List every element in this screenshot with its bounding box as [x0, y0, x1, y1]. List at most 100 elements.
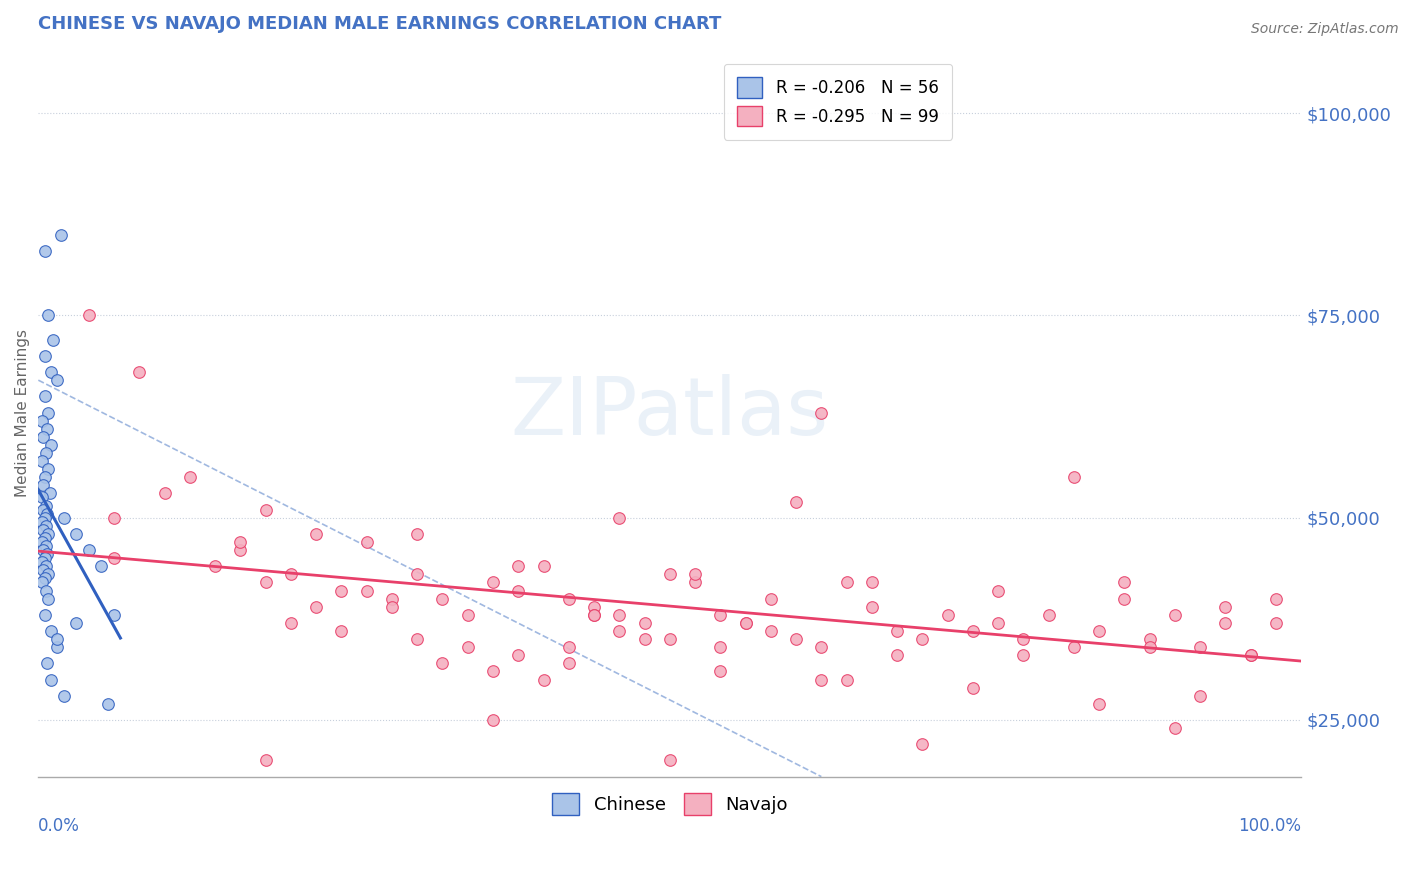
- Point: [37, 462, 59, 476]
- Point: [32, 543, 55, 558]
- Point: [305, 527, 328, 541]
- Point: [280, 615, 302, 630]
- Text: 100.0%: 100.0%: [1239, 817, 1302, 835]
- Point: [31, 575, 53, 590]
- Point: [254, 754, 277, 768]
- Point: [31, 555, 53, 569]
- Point: [457, 607, 479, 622]
- Point: [1088, 624, 1111, 638]
- Point: [52, 689, 75, 703]
- Point: [936, 607, 959, 622]
- Point: [810, 405, 832, 419]
- Point: [52, 510, 75, 524]
- Point: [1139, 632, 1161, 646]
- Point: [34, 389, 56, 403]
- Point: [835, 575, 858, 590]
- Point: [1164, 721, 1187, 735]
- Point: [46, 640, 69, 655]
- Point: [49, 227, 72, 242]
- Point: [482, 575, 505, 590]
- Point: [987, 615, 1010, 630]
- Point: [31, 535, 53, 549]
- Point: [31, 414, 53, 428]
- Point: [1189, 689, 1212, 703]
- Point: [709, 640, 731, 655]
- Point: [508, 559, 530, 574]
- Point: [558, 640, 581, 655]
- Point: [31, 515, 53, 529]
- Point: [77, 309, 100, 323]
- Point: [406, 527, 429, 541]
- Point: [633, 632, 655, 646]
- Point: [1265, 615, 1288, 630]
- Point: [32, 502, 55, 516]
- Text: 0.0%: 0.0%: [38, 817, 80, 835]
- Point: [1265, 591, 1288, 606]
- Point: [432, 657, 454, 671]
- Point: [1038, 607, 1060, 622]
- Point: [1063, 470, 1085, 484]
- Point: [1114, 591, 1136, 606]
- Point: [381, 599, 404, 614]
- Point: [582, 607, 605, 622]
- Point: [886, 624, 908, 638]
- Point: [35, 446, 58, 460]
- Point: [962, 624, 984, 638]
- Point: [457, 640, 479, 655]
- Point: [330, 624, 353, 638]
- Point: [1088, 697, 1111, 711]
- Point: [1240, 648, 1263, 663]
- Point: [432, 591, 454, 606]
- Point: [633, 615, 655, 630]
- Text: ZIPatlas: ZIPatlas: [510, 374, 830, 451]
- Point: [34, 571, 56, 585]
- Point: [886, 648, 908, 663]
- Point: [37, 547, 59, 561]
- Text: Source: ZipAtlas.com: Source: ZipAtlas.com: [1251, 22, 1399, 37]
- Point: [35, 539, 58, 553]
- Point: [37, 657, 59, 671]
- Point: [32, 478, 55, 492]
- Point: [42, 333, 65, 347]
- Point: [229, 535, 252, 549]
- Point: [37, 591, 59, 606]
- Point: [1012, 632, 1035, 646]
- Point: [582, 607, 605, 622]
- Point: [759, 591, 782, 606]
- Point: [1215, 599, 1237, 614]
- Point: [709, 665, 731, 679]
- Point: [356, 583, 378, 598]
- Point: [709, 607, 731, 622]
- Point: [508, 583, 530, 598]
- Y-axis label: Median Male Earnings: Median Male Earnings: [15, 328, 30, 497]
- Point: [32, 563, 55, 577]
- Point: [103, 551, 125, 566]
- Point: [65, 615, 87, 630]
- Point: [32, 523, 55, 537]
- Point: [810, 673, 832, 687]
- Point: [153, 486, 176, 500]
- Point: [1063, 640, 1085, 655]
- Point: [34, 531, 56, 545]
- Point: [37, 527, 59, 541]
- Point: [38, 486, 60, 500]
- Point: [962, 681, 984, 695]
- Point: [46, 373, 69, 387]
- Point: [229, 543, 252, 558]
- Point: [254, 502, 277, 516]
- Point: [34, 349, 56, 363]
- Point: [34, 470, 56, 484]
- Text: CHINESE VS NAVAJO MEDIAN MALE EARNINGS CORRELATION CHART: CHINESE VS NAVAJO MEDIAN MALE EARNINGS C…: [38, 15, 721, 33]
- Point: [406, 567, 429, 582]
- Point: [911, 737, 934, 751]
- Point: [406, 632, 429, 646]
- Point: [37, 567, 59, 582]
- Point: [39, 673, 62, 687]
- Point: [987, 583, 1010, 598]
- Point: [785, 494, 807, 508]
- Point: [734, 615, 756, 630]
- Legend: Chinese, Navajo: Chinese, Navajo: [544, 786, 794, 822]
- Point: [204, 559, 226, 574]
- Point: [179, 470, 201, 484]
- Point: [31, 454, 53, 468]
